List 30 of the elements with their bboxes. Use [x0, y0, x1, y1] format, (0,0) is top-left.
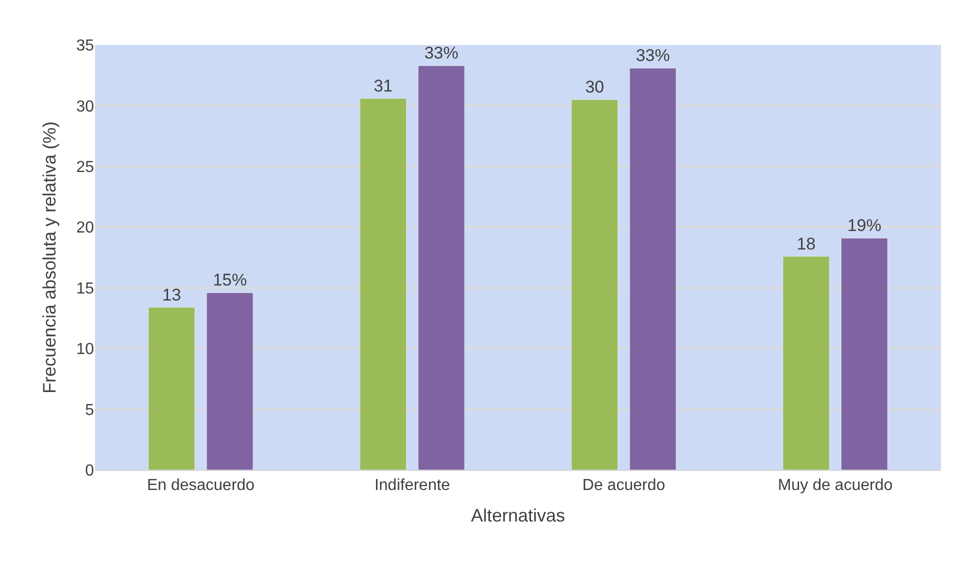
y-tick-label: 0 — [85, 462, 94, 480]
data-label: 18 — [796, 234, 816, 254]
bar — [571, 99, 618, 470]
bar — [629, 68, 676, 470]
data-label: 19% — [847, 216, 882, 236]
y-tick-label: 15 — [76, 280, 94, 298]
x-tick-label: De acuerdo — [582, 477, 666, 494]
bar — [148, 307, 196, 470]
bar — [418, 65, 465, 470]
data-label: 13 — [162, 285, 182, 304]
data-label: 33% — [424, 44, 458, 63]
x-tick-label: Muy de acuerdo — [778, 477, 893, 494]
data-label: 30 — [585, 78, 604, 97]
y-tick-label: 10 — [76, 341, 94, 358]
bar — [840, 238, 888, 470]
x-tick-label: Indiferente — [374, 477, 450, 494]
y-tick-label: 35 — [76, 38, 94, 55]
y-tick-label: 25 — [76, 159, 94, 176]
bar — [206, 292, 254, 470]
y-tick-label: 30 — [76, 98, 94, 116]
data-label: 31 — [374, 76, 393, 96]
y-axis-title: Frecuencia absoluta y relativa (%) — [39, 121, 60, 394]
y-tick-label: 5 — [85, 402, 94, 419]
x-axis-title: Alternativas — [470, 505, 566, 526]
x-tick-label: En desacuerdo — [146, 477, 255, 494]
data-label: 33% — [636, 46, 670, 66]
bar — [782, 256, 830, 470]
bar — [360, 98, 407, 470]
data-label: 15% — [212, 270, 247, 290]
y-tick-label: 20 — [76, 220, 94, 237]
